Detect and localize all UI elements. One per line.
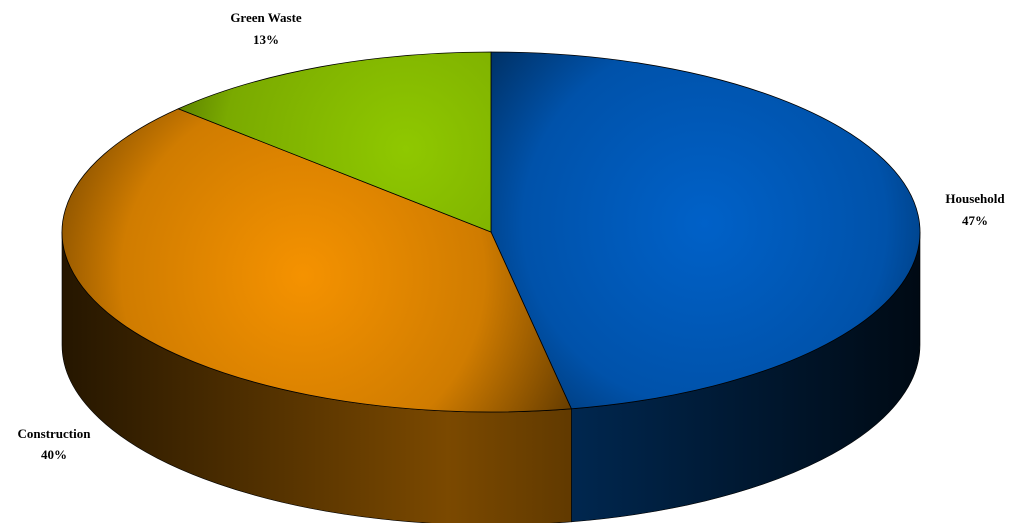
pie-slice-household: [490, 51, 921, 410]
slice-label-green-waste: Green Waste 13%: [230, 10, 302, 47]
slice-percent-household: 47%: [962, 213, 988, 228]
slice-percent-construction: 40%: [41, 447, 67, 462]
slice-percent-green-waste: 13%: [253, 32, 279, 47]
slice-name-construction: Construction: [18, 426, 92, 441]
pie-slice-construction: [61, 108, 572, 413]
pie-top-faces: [61, 51, 921, 413]
slice-name-green-waste: Green Waste: [230, 10, 302, 25]
pie-slice-green-waste: [177, 51, 492, 233]
slice-name-household: Household: [945, 191, 1005, 206]
slice-label-household: Household 47%: [945, 191, 1005, 228]
slice-label-construction: Construction 40%: [18, 426, 92, 462]
